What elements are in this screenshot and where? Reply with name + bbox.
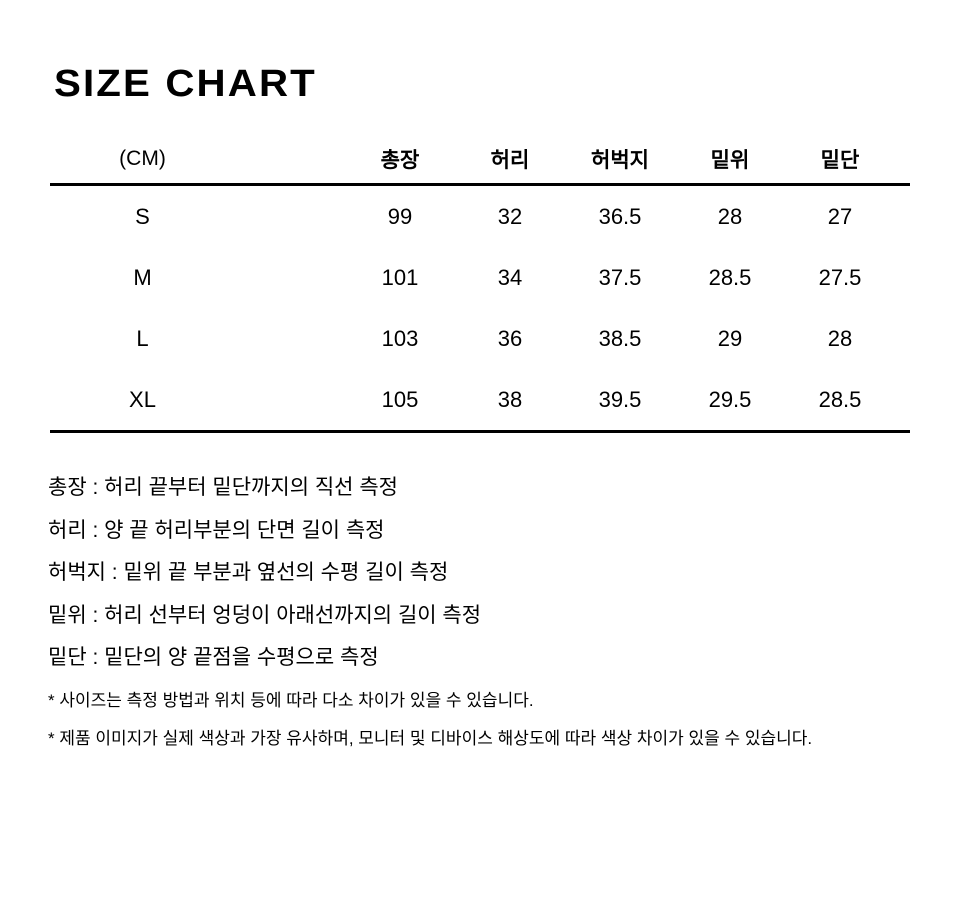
table-row-l: L 103 36 38.5 29 28 (50, 308, 910, 369)
size-label: M (133, 264, 152, 290)
measurement-guide-line-mitdan: 밑단 : 밑단의 양 끝점을 수평으로 측정 (48, 646, 379, 670)
cell: 28.5 (785, 369, 895, 433)
note-size-tolerance: * 사이즈는 측정 방법과 위치 등에 따라 다소 차이가 있을 수 있습니다. (48, 691, 534, 710)
measurement-guide-line-mitwi: 밑위 : 허리 선부터 엉덩이 아래선까지의 길이 측정 (48, 603, 482, 627)
measurement-guide-line-heori: 허리 : 양 끝 허리부분의 단면 길이 측정 (48, 518, 385, 542)
table-row-m: M 101 34 37.5 28.5 27.5 (50, 247, 910, 308)
row-filler (895, 247, 910, 308)
row-spacer (235, 308, 345, 369)
cell: 36.5 (598, 203, 642, 229)
header-filler (895, 135, 910, 186)
disclaimer-notes: * 사이즈는 측정 방법과 위치 등에 따라 다소 차이가 있을 수 있습니다.… (48, 682, 812, 757)
size-label: S (135, 203, 150, 229)
size-label: L (136, 325, 149, 351)
cell: 103 (381, 325, 419, 351)
size-chart-table: (CM) 총장 허리 허벅지 밑위 밑단 S 99 32 36.5 28 27 … (50, 135, 910, 433)
cell: 28 (827, 325, 853, 351)
cell: 34 (497, 264, 523, 290)
cell: 105 (345, 369, 455, 433)
cell: 38 (455, 369, 565, 433)
table-row-xl: XL 105 38 39.5 29.5 28.5 (50, 369, 910, 433)
cell: 38.5 (598, 325, 642, 351)
cell: 28 (717, 203, 743, 229)
size-label: XL (50, 369, 235, 433)
cell: 36 (497, 325, 523, 351)
cell: 27 (827, 203, 853, 229)
page-title: SIZE CHART (54, 63, 317, 106)
cell: 99 (387, 203, 413, 229)
unit-label: (CM) (50, 135, 235, 186)
column-header-mitdan: 밑단 (785, 135, 895, 186)
header-spacer (235, 135, 345, 186)
column-header-mitwi: 밑위 (675, 135, 785, 186)
row-spacer (235, 185, 345, 248)
column-header-heobeokji: 허벅지 (565, 135, 675, 186)
row-filler (895, 369, 910, 433)
row-spacer (235, 369, 345, 433)
cell: 32 (497, 203, 523, 229)
cell: 27.5 (818, 264, 862, 290)
measurement-guide-line-chongjang: 총장 : 허리 끝부터 밑단까지의 직선 측정 (48, 476, 398, 499)
cell: 29.5 (675, 369, 785, 433)
note-color-difference: * 제품 이미지가 실제 색상과 가장 유사하며, 모니터 및 디바이스 해상도… (48, 728, 813, 748)
table-row-s: S 99 32 36.5 28 27 (50, 185, 910, 248)
cell: 29 (717, 325, 743, 351)
cell: 101 (381, 264, 419, 290)
table-header-row: (CM) 총장 허리 허벅지 밑위 밑단 (50, 135, 910, 186)
row-filler (895, 185, 910, 248)
row-spacer (235, 247, 345, 308)
cell: 28.5 (708, 264, 752, 290)
measurement-guide: 총장 : 허리 끝부터 밑단까지의 직선 측정 허리 : 양 끝 허리부분의 단… (48, 467, 481, 680)
cell: 37.5 (598, 264, 642, 290)
cell: 39.5 (565, 369, 675, 433)
measurement-guide-line-heobeokji: 허벅지 : 밑위 끝 부분과 옆선의 수평 길이 측정 (48, 561, 449, 585)
row-filler (895, 308, 910, 369)
column-header-chongjang: 총장 (345, 135, 455, 186)
column-header-heori: 허리 (455, 135, 565, 186)
